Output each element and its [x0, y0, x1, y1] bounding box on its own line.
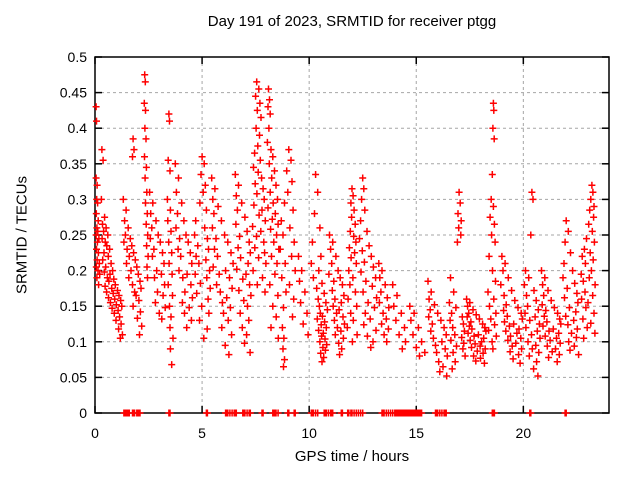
- gridlines: [95, 57, 609, 413]
- y-tick-labels: 0 0.05 0.1 0.15 0.2 0.25 0.3 0.35 0.4 0.45 0.5: [60, 49, 87, 421]
- svg-text:20: 20: [516, 425, 532, 441]
- svg-text:5: 5: [198, 425, 206, 441]
- svg-text:0.45: 0.45: [60, 85, 87, 101]
- svg-text:0: 0: [91, 425, 99, 441]
- x-tick-labels: 0 5 10 15 20: [91, 425, 531, 441]
- scatter-markers: [92, 71, 599, 417]
- chart-title: Day 191 of 2023, SRMTID for receiver ptg…: [207, 13, 497, 30]
- svg-text:0.4: 0.4: [68, 120, 88, 136]
- x-axis-label: GPS time / hours: [294, 448, 410, 465]
- svg-text:0.2: 0.2: [68, 263, 88, 279]
- svg-text:10: 10: [301, 425, 317, 441]
- svg-text:0.3: 0.3: [68, 191, 88, 207]
- svg-text:0.15: 0.15: [60, 298, 87, 314]
- svg-text:0.35: 0.35: [60, 156, 87, 172]
- svg-text:0.05: 0.05: [60, 369, 87, 385]
- svg-text:15: 15: [408, 425, 424, 441]
- svg-text:0.25: 0.25: [60, 227, 87, 243]
- data-points: [92, 71, 599, 417]
- svg-text:0.5: 0.5: [68, 49, 88, 65]
- svg-text:0: 0: [79, 405, 87, 421]
- tick-marks: [94, 56, 609, 414]
- svg-text:0.1: 0.1: [68, 334, 88, 350]
